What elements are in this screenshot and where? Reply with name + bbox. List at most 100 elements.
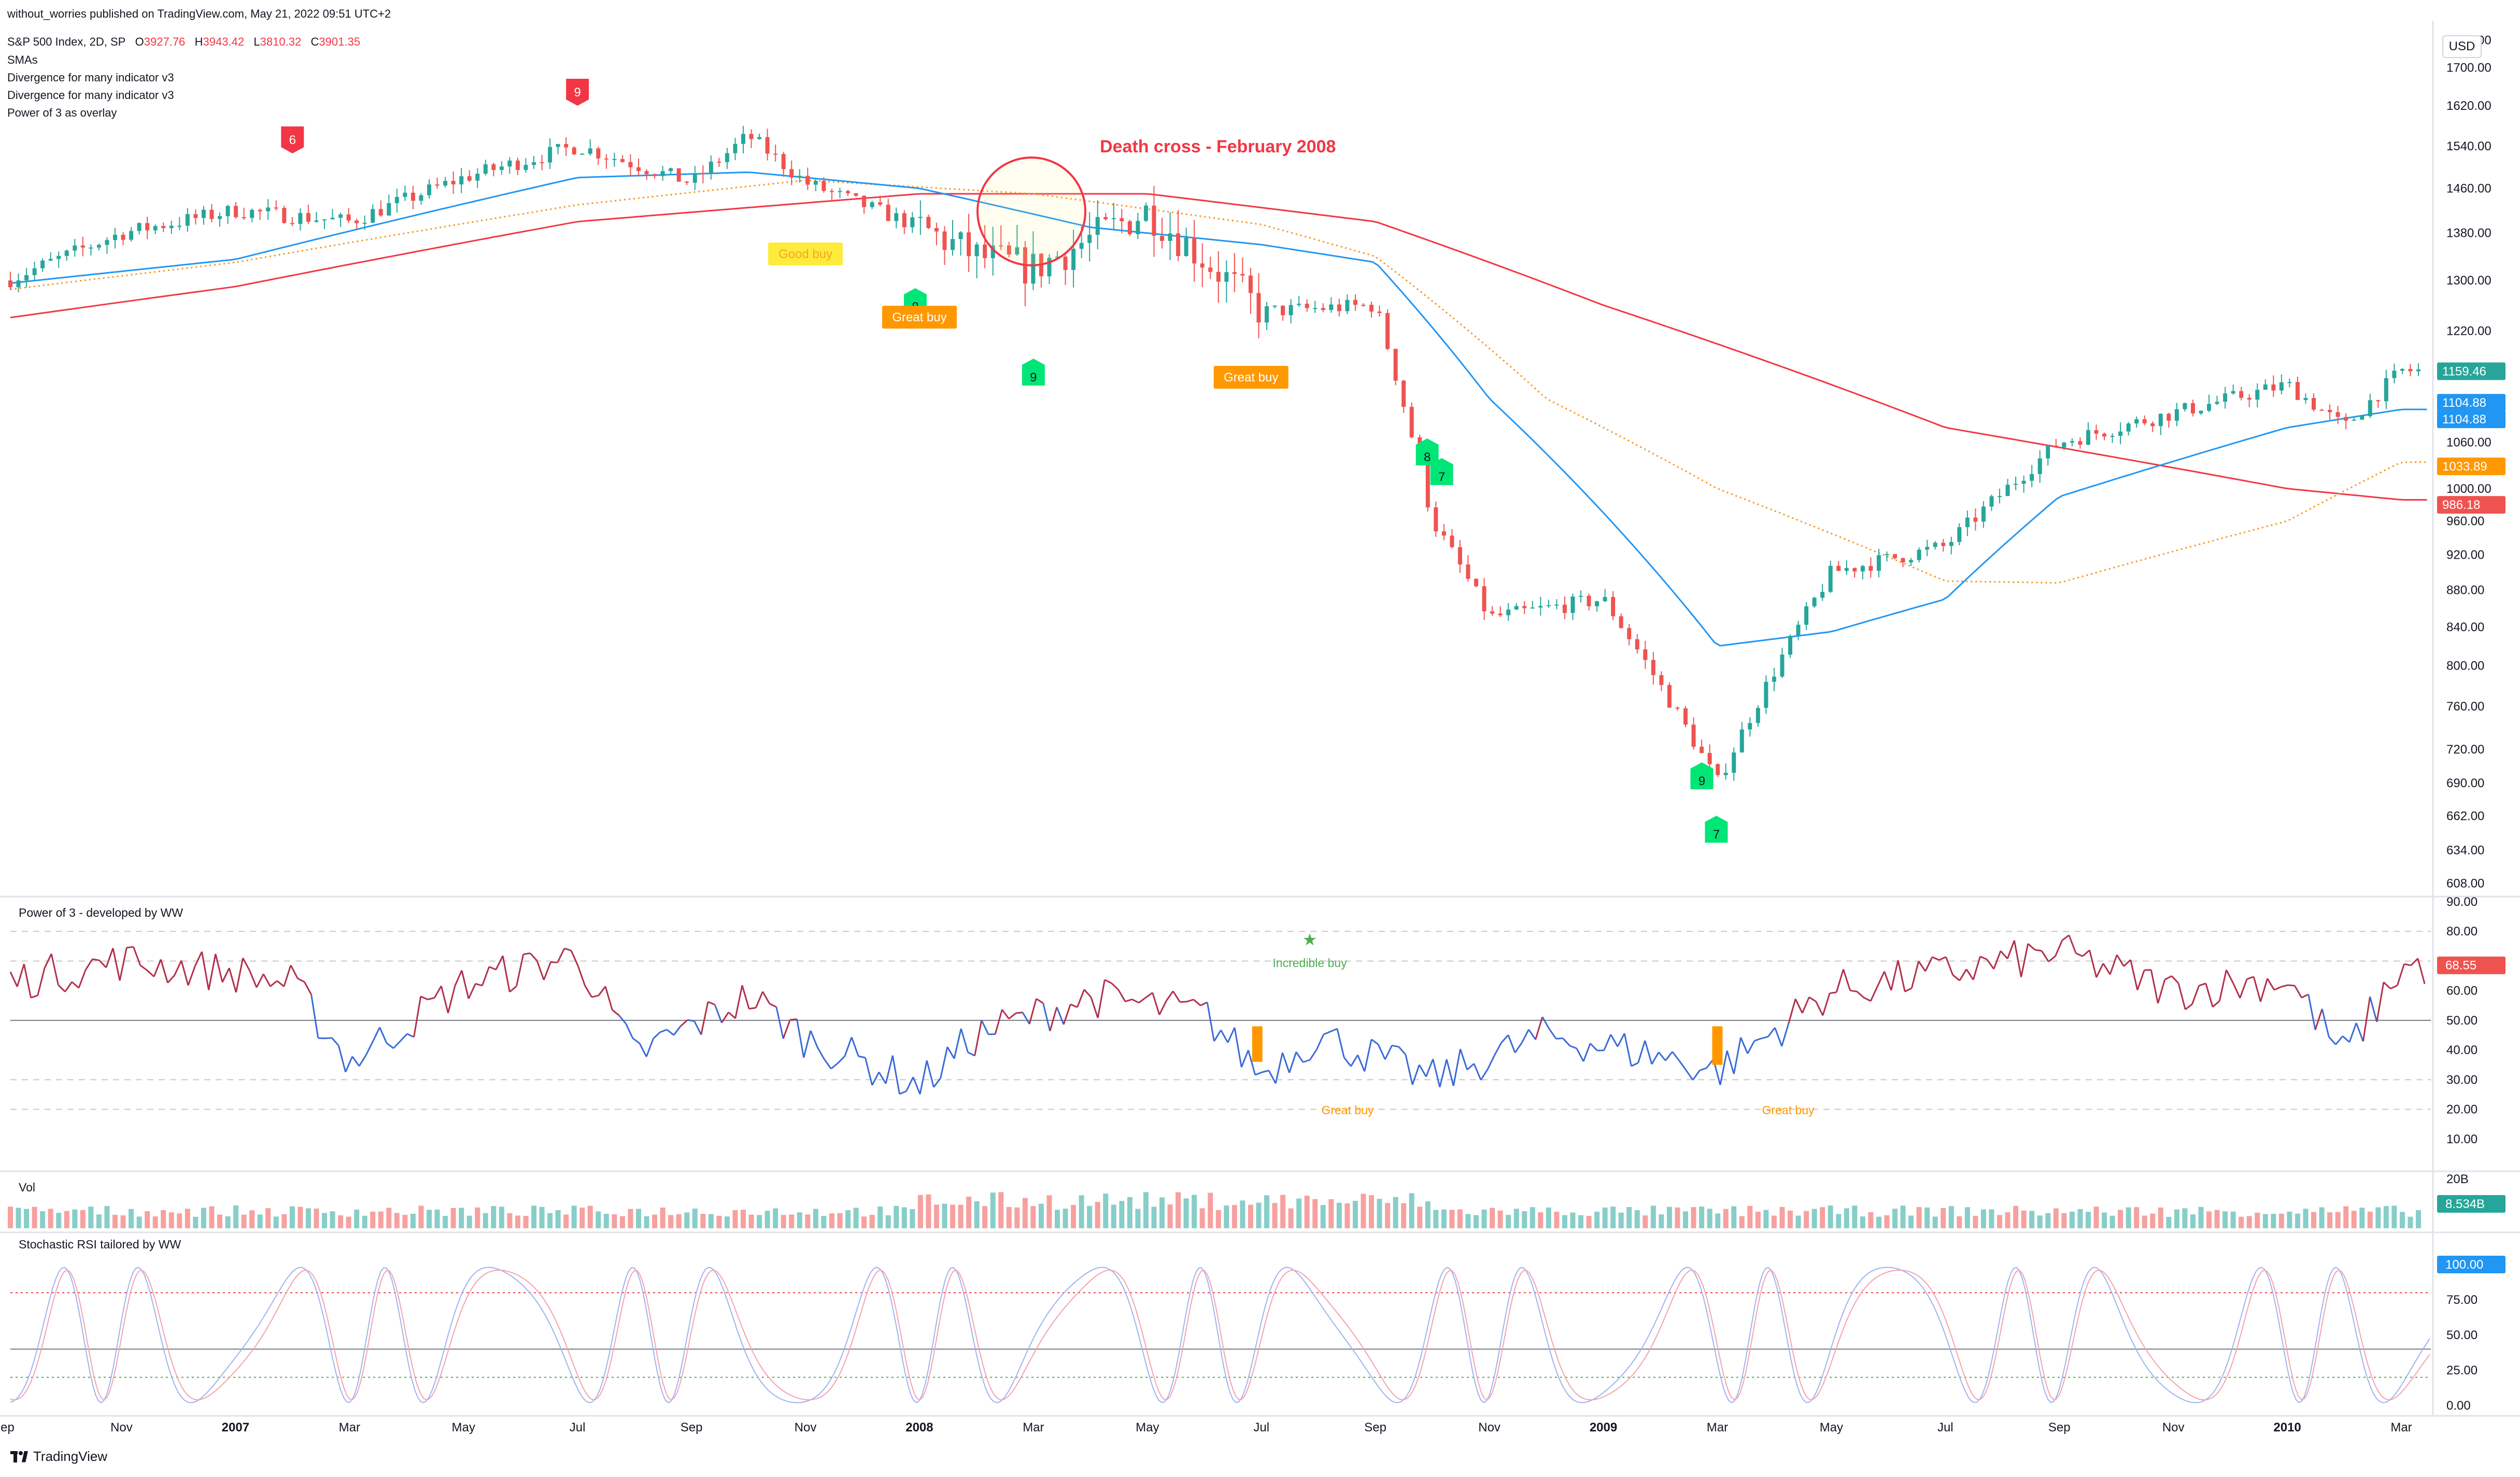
candle-body bbox=[137, 223, 141, 231]
candle-body bbox=[1345, 300, 1350, 311]
power3-segment bbox=[1056, 1006, 1065, 1025]
last-price-label: 986.18 bbox=[2442, 498, 2480, 512]
candle-body bbox=[1981, 506, 1986, 522]
power3-segment bbox=[2321, 1009, 2330, 1038]
volume-bar bbox=[1860, 1216, 1865, 1228]
power3-segment bbox=[2376, 982, 2385, 1022]
stoch-tick-label: 50.00 bbox=[2446, 1328, 2477, 1342]
volume-bar bbox=[1586, 1216, 1592, 1228]
candle-body bbox=[8, 280, 12, 288]
power3-segment bbox=[249, 970, 258, 988]
volume-bar bbox=[1763, 1210, 1769, 1228]
candle-body bbox=[1087, 235, 1092, 243]
buy-signal-marker bbox=[1705, 816, 1728, 843]
volume-bar bbox=[1336, 1202, 1342, 1228]
power3-segment bbox=[885, 1055, 894, 1084]
volume-bar bbox=[531, 1205, 537, 1228]
volume-bar bbox=[571, 1205, 577, 1228]
price-tick-label: 662.00 bbox=[2446, 809, 2484, 823]
candle-body bbox=[1120, 218, 1124, 221]
power3-segment bbox=[1576, 1048, 1584, 1062]
indicator-legend-power3[interactable]: Power of 3 as overlay bbox=[7, 106, 117, 119]
power3-segment bbox=[1754, 1038, 1762, 1042]
power3-segment bbox=[392, 1041, 401, 1049]
time-tick-label: Jul bbox=[1253, 1421, 1269, 1435]
volume-bar bbox=[168, 1212, 174, 1228]
power3-segment bbox=[2396, 963, 2405, 986]
power3-segment bbox=[1603, 1034, 1612, 1051]
volume-bar bbox=[1240, 1200, 1245, 1228]
candle-body bbox=[548, 147, 553, 163]
great-buy-label: Great buy bbox=[892, 310, 946, 324]
power3-segment bbox=[604, 986, 613, 1011]
volume-bar bbox=[72, 1209, 78, 1228]
power3-segment bbox=[2410, 958, 2418, 966]
volume-bar bbox=[16, 1208, 21, 1228]
power3-segment bbox=[1658, 1052, 1666, 1061]
time-tick-label: 2009 bbox=[1590, 1421, 1617, 1435]
power3-segment bbox=[447, 986, 456, 1014]
power3-segment bbox=[2102, 963, 2111, 975]
volume-bar bbox=[1820, 1207, 1825, 1228]
indicator-legend-sma[interactable]: SMAs bbox=[7, 53, 38, 66]
power3-segment bbox=[844, 1036, 853, 1057]
power3-segment bbox=[816, 1047, 825, 1060]
candle-body bbox=[1224, 272, 1229, 282]
candle-body bbox=[862, 195, 867, 207]
volume-bar bbox=[2343, 1206, 2349, 1228]
time-tick-label: Mar bbox=[1707, 1421, 1728, 1435]
candle-body bbox=[1716, 764, 1720, 775]
candle-body bbox=[532, 162, 536, 165]
volume-bar bbox=[668, 1215, 674, 1228]
volume-bar bbox=[1344, 1203, 1350, 1228]
power3-segment bbox=[1042, 1003, 1051, 1031]
indicator-legend-divergence-2[interactable]: Divergence for many indicator v3 bbox=[7, 89, 174, 102]
power3-segment bbox=[639, 1043, 647, 1057]
volume-bar bbox=[708, 1214, 714, 1228]
volume-bar bbox=[1691, 1207, 1696, 1228]
power3-segment bbox=[92, 958, 100, 961]
candle-body bbox=[813, 181, 818, 185]
power3-segment bbox=[660, 1029, 668, 1033]
last-price-label: 1159.46 bbox=[2442, 364, 2486, 378]
currency-button[interactable]: USD bbox=[2442, 35, 2482, 58]
power3-segment bbox=[1979, 956, 1988, 960]
volume-bar bbox=[2230, 1211, 2236, 1228]
sell-signal-label: 6 bbox=[289, 133, 296, 147]
candle-body bbox=[2046, 445, 2050, 459]
volume-bar bbox=[2327, 1212, 2333, 1228]
power3-segment bbox=[1090, 997, 1099, 1018]
power3-segment bbox=[1303, 1059, 1310, 1063]
volume-bar bbox=[1779, 1207, 1785, 1228]
volume-bar bbox=[628, 1209, 633, 1228]
candle-body bbox=[1812, 598, 1817, 606]
volume-bar bbox=[378, 1211, 384, 1228]
power3-segment bbox=[2013, 940, 2022, 977]
candle-body bbox=[1868, 566, 1873, 571]
volume-bar bbox=[2118, 1210, 2123, 1228]
volume-bar bbox=[1610, 1206, 1616, 1228]
volume-bar bbox=[1449, 1210, 1455, 1228]
power3-segment bbox=[406, 1033, 415, 1038]
volume-bar bbox=[129, 1209, 134, 1228]
indicator-legend-divergence-1[interactable]: Divergence for many indicator v3 bbox=[7, 71, 174, 84]
candle-body bbox=[1562, 604, 1567, 613]
power3-segment bbox=[2390, 985, 2398, 990]
candle-body bbox=[1160, 236, 1165, 241]
power3-segment bbox=[1411, 1064, 1420, 1085]
power3-segment bbox=[1788, 999, 1796, 1024]
candle-body bbox=[1683, 708, 1688, 725]
volume-bar bbox=[2013, 1205, 2019, 1228]
candle-body bbox=[692, 173, 697, 183]
time-tick-label: Mar bbox=[2390, 1421, 2412, 1435]
power3-segment bbox=[577, 965, 586, 986]
tradingview-logo[interactable]: TradingView bbox=[10, 1448, 107, 1465]
volume-bar bbox=[1385, 1203, 1391, 1228]
power3-segment bbox=[693, 1020, 702, 1035]
candle-body bbox=[266, 207, 271, 211]
candle-body bbox=[1755, 707, 1760, 723]
volume-bar bbox=[450, 1208, 456, 1228]
volume-bar bbox=[1795, 1215, 1801, 1228]
candle-body bbox=[2231, 391, 2235, 394]
